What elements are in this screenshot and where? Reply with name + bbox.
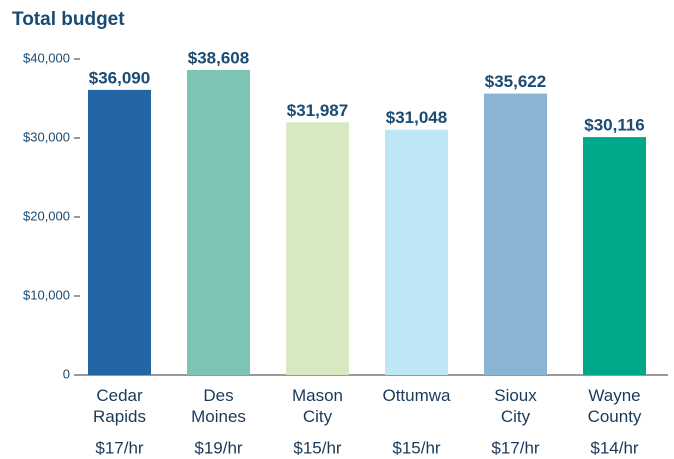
x-sublabel: $17/hr bbox=[95, 438, 144, 457]
x-sublabel: $14/hr bbox=[590, 438, 639, 457]
bar bbox=[286, 122, 349, 375]
y-tick-label: 0 bbox=[63, 366, 70, 381]
x-tick-label: Mason City bbox=[292, 386, 343, 426]
x-sublabel: $17/hr bbox=[491, 438, 540, 457]
value-label: $38,608 bbox=[188, 48, 249, 67]
value-label: $30,116 bbox=[584, 116, 645, 135]
x-tick-label: Wayne County bbox=[588, 386, 642, 426]
value-label: $31,048 bbox=[386, 108, 447, 127]
y-tick-label: $30,000 bbox=[23, 129, 70, 144]
bar bbox=[187, 69, 250, 376]
chart-title: Total budget bbox=[12, 9, 125, 30]
y-tick-label: $10,000 bbox=[23, 287, 70, 302]
bar bbox=[484, 93, 547, 376]
x-sublabel: $19/hr bbox=[194, 438, 243, 457]
bar bbox=[583, 137, 646, 375]
x-sublabel: $15/hr bbox=[392, 438, 441, 457]
x-tick-label: Des Moines bbox=[191, 386, 246, 426]
value-label: $36,090 bbox=[89, 68, 150, 87]
value-label: $35,622 bbox=[485, 72, 546, 91]
y-tick-label: $40,000 bbox=[23, 50, 70, 65]
bar bbox=[88, 89, 151, 375]
value-label: $31,987 bbox=[287, 101, 348, 120]
x-tick-label: Sioux City bbox=[494, 386, 537, 426]
x-tick-label: Cedar Rapids bbox=[93, 386, 146, 426]
bar bbox=[385, 129, 448, 375]
x-tick-label: Ottumwa bbox=[382, 386, 451, 405]
x-sublabel: $15/hr bbox=[293, 438, 342, 457]
y-tick-label: $20,000 bbox=[23, 208, 70, 223]
